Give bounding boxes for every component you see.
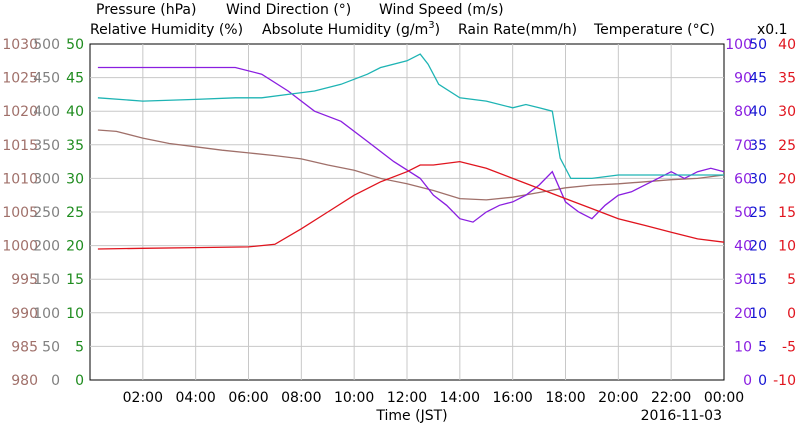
legend-absolute-humidity: Absolute Humidity (g/m3) (262, 20, 440, 38)
y-tick-wind-speed: 40 (66, 104, 84, 120)
y-tick-rain-rate: 10 (749, 306, 767, 322)
legend-absolute-humidity-suffix: ) (435, 22, 440, 38)
y-tick-wind-direction: 350 (33, 138, 60, 154)
y-tick-wind-direction: 100 (33, 306, 60, 322)
y-tick-relative-humidity: 20 (734, 306, 752, 322)
y-tick-wind-direction: 200 (33, 239, 60, 255)
y-tick-pressure: 1000 (2, 239, 38, 255)
legend-wind-direction: Wind Direction (°) (226, 2, 351, 18)
y-tick-wind-direction: 250 (33, 205, 60, 221)
y-tick-relative-humidity: 40 (734, 239, 752, 255)
y-tick-pressure: 1020 (2, 104, 38, 120)
y-tick-wind-speed: 15 (66, 272, 84, 288)
y-tick-pressure: 990 (11, 306, 38, 322)
y-tick-temperature: -5 (782, 339, 796, 355)
y-tick-relative-humidity: 80 (734, 104, 752, 120)
y-tick-relative-humidity: 50 (734, 205, 752, 221)
y-tick-temperature: 25 (778, 138, 796, 154)
series-absolute-humidity-g-m3 (97, 53, 724, 180)
y-tick-pressure: 1005 (2, 205, 38, 221)
y-tick-relative-humidity: 0 (743, 373, 752, 389)
date-label: 2016-11-03 (641, 408, 722, 424)
y-tick-rain-rate: 35 (749, 138, 767, 154)
y-tick-temperature: -10 (773, 373, 796, 389)
y-tick-rain-rate: 50 (749, 37, 767, 53)
y-tick-wind-speed: 45 (66, 71, 84, 87)
y-tick-wind-speed: 35 (66, 138, 84, 154)
y-tick-wind-direction: 450 (33, 71, 60, 87)
legend-relative-humidity: Relative Humidity (%) (90, 22, 243, 38)
legend-absolute-humidity-sup: 3 (428, 20, 434, 31)
x-tick-label: 18:00 (545, 390, 585, 406)
y-tick-temperature: 30 (778, 104, 796, 120)
y-tick-wind-speed: 50 (66, 37, 84, 53)
y-tick-relative-humidity: 100 (725, 37, 752, 53)
y-tick-relative-humidity: 10 (734, 339, 752, 355)
y-tick-wind-direction: 300 (33, 171, 60, 187)
y-tick-pressure: 980 (11, 373, 38, 389)
series-temperature-c (97, 160, 725, 250)
y-tick-wind-direction: 500 (33, 37, 60, 53)
y-tick-wind-speed: 30 (66, 171, 84, 187)
y-tick-wind-speed: 5 (75, 339, 84, 355)
y-tick-temperature: 35 (778, 71, 796, 87)
x-tick-label: 10:00 (334, 390, 374, 406)
x-tick-label: 20:00 (598, 390, 638, 406)
series-pressure-hpa (97, 129, 725, 201)
y-tick-relative-humidity: 90 (734, 71, 752, 87)
x-tick-label: 02:00 (123, 390, 163, 406)
legend-x01: x0.1 (757, 22, 788, 38)
x-tick-label: 08:00 (281, 390, 321, 406)
legend: Pressure (hPa) Wind Direction (°) Wind S… (90, 2, 788, 38)
y-tick-pressure: 1030 (2, 37, 38, 53)
legend-temperature: Temperature (°C) (593, 22, 715, 38)
y-tick-rain-rate: 30 (749, 171, 767, 187)
y-tick-pressure: 1010 (2, 171, 38, 187)
y-tick-wind-direction: 150 (33, 272, 60, 288)
y-tick-wind-direction: 50 (42, 339, 60, 355)
x-tick-label: 06:00 (228, 390, 268, 406)
y-tick-rain-rate: 5 (758, 339, 767, 355)
y-tick-wind-speed: 20 (66, 239, 84, 255)
y-tick-pressure: 995 (11, 272, 38, 288)
y-tick-temperature: 20 (778, 171, 796, 187)
legend-wind-speed: Wind Speed (m/s) (379, 2, 504, 18)
y-tick-rain-rate: 45 (749, 71, 767, 87)
x-axis-label: Time (JST) (375, 408, 447, 424)
y-tick-wind-direction: 0 (51, 373, 60, 389)
y-tick-wind-direction: 400 (33, 104, 60, 120)
y-tick-wind-speed: 10 (66, 306, 84, 322)
plot-area (89, 43, 725, 381)
y-tick-rain-rate: 20 (749, 239, 767, 255)
x-tick-label: 12:00 (387, 390, 427, 406)
series-relative-humidity (97, 66, 725, 223)
x-tick-label: 04:00 (175, 390, 215, 406)
legend-rain-rate: Rain Rate(mm/h) (458, 22, 577, 38)
legend-absolute-humidity-prefix: Absolute Humidity (g/m (262, 22, 428, 38)
y-tick-pressure: 1025 (2, 71, 38, 87)
y-tick-relative-humidity: 30 (734, 272, 752, 288)
x-tick-label: 00:00 (704, 390, 744, 406)
y-tick-temperature: 15 (778, 205, 796, 221)
y-tick-temperature: 40 (778, 37, 796, 53)
y-tick-rain-rate: 40 (749, 104, 767, 120)
y-tick-temperature: 5 (787, 272, 796, 288)
x-tick-label: 22:00 (651, 390, 691, 406)
y-tick-relative-humidity: 60 (734, 171, 752, 187)
y-tick-wind-speed: 0 (75, 373, 84, 389)
y-tick-temperature: 0 (787, 306, 796, 322)
x-tick-label: 16:00 (492, 390, 532, 406)
y-tick-temperature: 10 (778, 239, 796, 255)
y-tick-relative-humidity: 70 (734, 138, 752, 154)
axis-ticks: 02:00 04:00 06:00 08:00 10:00 12:00 14:00 16:00… (2, 37, 796, 406)
y-tick-pressure: 985 (11, 339, 38, 355)
y-tick-wind-speed: 25 (66, 205, 84, 221)
y-tick-rain-rate: 25 (749, 205, 767, 221)
y-tick-pressure: 1015 (2, 138, 38, 154)
legend-pressure: Pressure (hPa) (96, 2, 196, 18)
y-tick-rain-rate: 15 (749, 272, 767, 288)
y-tick-rain-rate: 0 (758, 373, 767, 389)
x-tick-label: 14:00 (440, 390, 480, 406)
